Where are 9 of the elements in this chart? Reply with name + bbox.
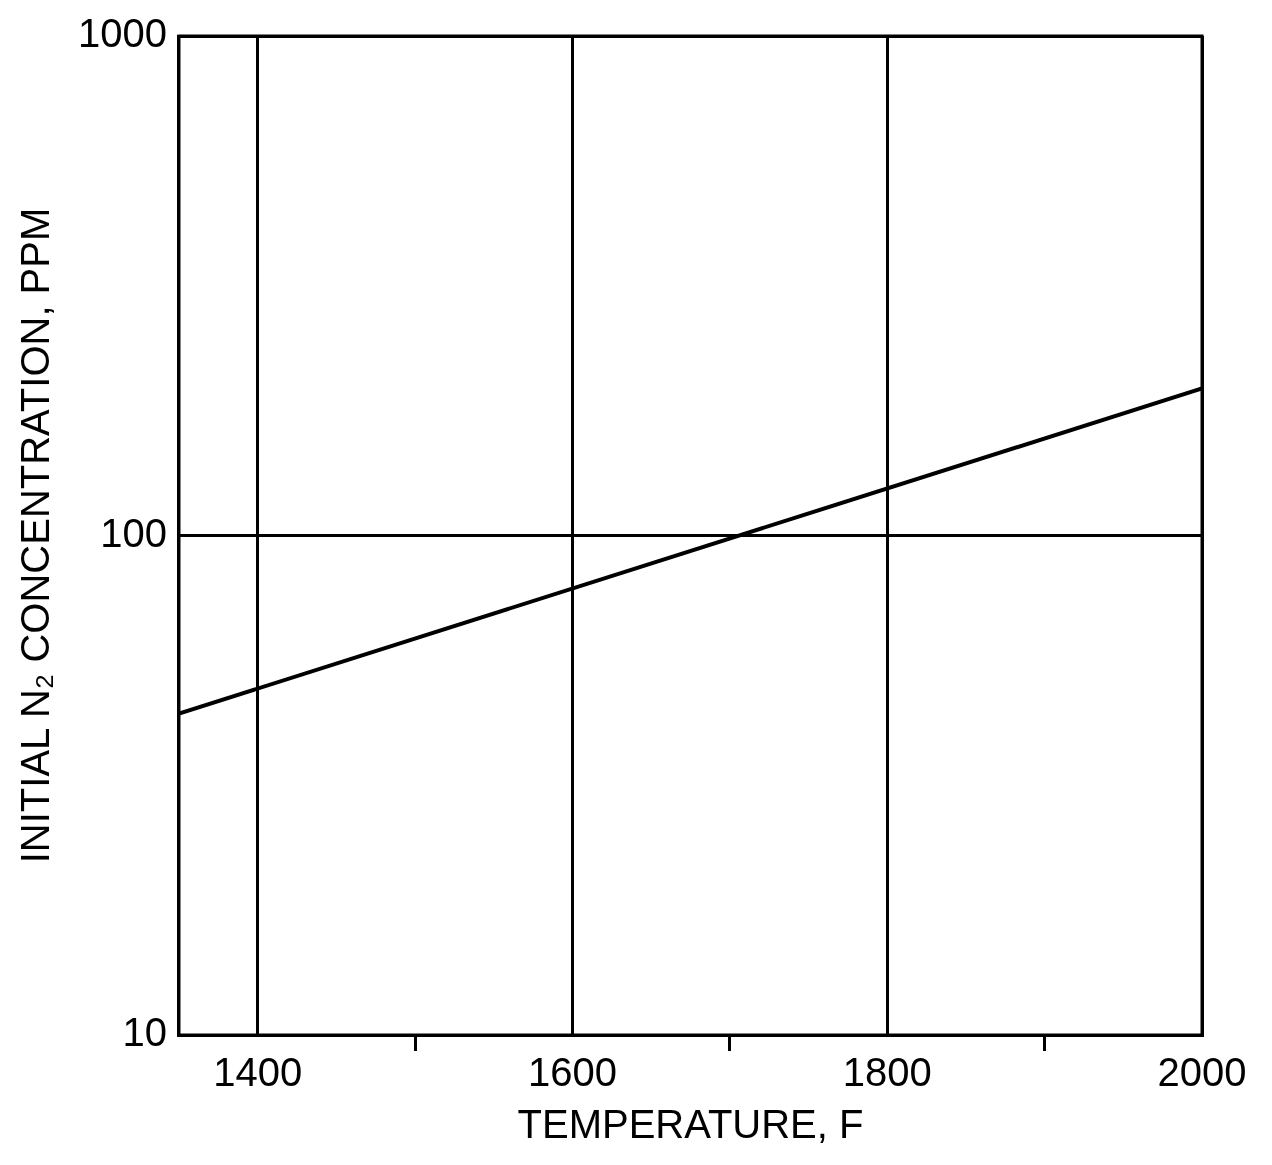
x-tick-label: 1400 <box>213 1050 303 1095</box>
y-tick-label: 1000 <box>78 11 167 56</box>
x-tick-label: 1600 <box>527 1050 617 1095</box>
x-axis-title: TEMPERATURE, F <box>517 1102 864 1147</box>
x-tick-label: 1800 <box>842 1050 932 1095</box>
y-tick-label: 100 <box>100 510 167 555</box>
y-axis-title: INITIAL N₂ CONCENTRATION, PPM <box>13 207 58 864</box>
y-tick-label: 10 <box>122 1010 167 1055</box>
x-tick-label: 2000 <box>1157 1050 1247 1095</box>
